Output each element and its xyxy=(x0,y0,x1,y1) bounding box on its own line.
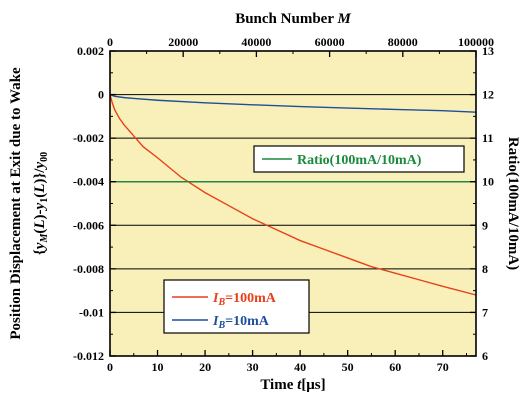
legend-current-box xyxy=(163,279,310,334)
x-tick-label-top-5: 100000 xyxy=(458,35,494,49)
tick-labels: 0 10 20 30 40 50 60 700 20000 40000 60000 80000 1000… xyxy=(73,35,494,374)
ticks xyxy=(109,50,477,357)
series-layer xyxy=(109,93,477,296)
x-tick-label-top-4: 80000 xyxy=(388,35,418,49)
y-tick-label-left-3: -0.004 xyxy=(73,175,104,189)
x-tick-label-bottom-2: 20 xyxy=(199,360,211,374)
x-tick-label-top-1: 20000 xyxy=(168,35,198,49)
x-tick-label-bottom-5: 50 xyxy=(342,360,354,374)
y-tick-label-right-3: 9 xyxy=(482,218,488,232)
legend-current: IB=100mA IB=10mA xyxy=(163,279,310,334)
y-axis-title-left-line1: Position Displacement at Exit due to Wak… xyxy=(8,67,24,340)
series-line-1 xyxy=(109,93,477,113)
y-tick-label-left-2: -0.002 xyxy=(73,131,104,145)
x-tick-label-bottom-3: 30 xyxy=(247,360,259,374)
x-axis-title-top: Bunch Number M xyxy=(235,11,351,27)
y-tick-label-right-7: 13 xyxy=(482,44,494,58)
y-tick-label-right-0: 6 xyxy=(482,349,488,363)
x-tick-label-bottom-7: 70 xyxy=(437,360,449,374)
y-tick-label-left-6: -0.01 xyxy=(79,305,104,319)
y-tick-label-right-6: 12 xyxy=(482,88,494,102)
x-tick-label-top-2: 40000 xyxy=(241,35,271,49)
y-tick-label-right-2: 8 xyxy=(482,262,488,276)
y-tick-label-left-0: 0.002 xyxy=(77,44,104,58)
y-tick-label-left-7: -0.012 xyxy=(73,349,104,363)
y-axis-title-right: Ratio(100mA/10mA) xyxy=(505,137,520,270)
x-tick-label-bottom-0: 0 xyxy=(107,360,113,374)
y-tick-label-right-5: 11 xyxy=(482,131,493,145)
legend-ratio: Ratio(100mA/10mA) xyxy=(253,145,465,173)
x-tick-label-bottom-6: 60 xyxy=(389,360,401,374)
y-tick-label-right-1: 7 xyxy=(482,305,488,319)
legend-100-label: IB=100mA xyxy=(212,291,277,308)
y-tick-label-left-5: -0.008 xyxy=(73,262,104,276)
y-tick-label-left-1: 0 xyxy=(98,88,104,102)
x-tick-label-bottom-4: 40 xyxy=(294,360,306,374)
y-axis-title-left-line2: {yM(L)-y1(L)}/y00 xyxy=(32,152,50,255)
legend-10-label: IB=10mA xyxy=(212,314,270,331)
y-tick-label-left-4: -0.006 xyxy=(73,218,104,232)
y-tick-label-right-4: 10 xyxy=(482,175,494,189)
legend-ratio-label: Ratio(100mA/10mA) xyxy=(297,153,422,168)
series-line-0 xyxy=(109,94,477,296)
x-tick-label-top-0: 0 xyxy=(107,35,113,49)
x-tick-label-bottom-1: 10 xyxy=(152,360,164,374)
x-axis-title-bottom: Time t[μs] xyxy=(260,377,325,393)
x-tick-label-top-3: 60000 xyxy=(315,35,345,49)
